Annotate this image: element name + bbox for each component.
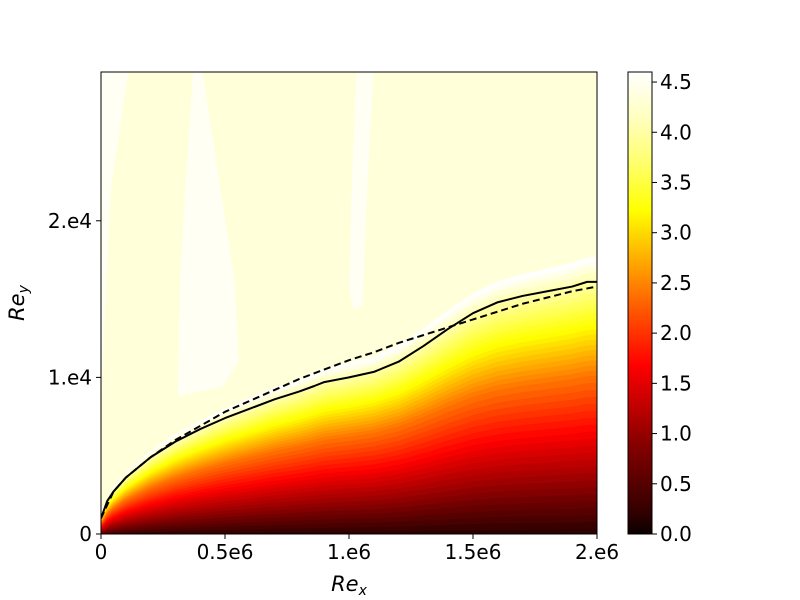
colorbar: 0.0 0.5 1.0 1.5 2.0 2.5 3.0 3.5 4.0 4.5 — [627, 70, 692, 546]
colorbar-gradient — [628, 72, 652, 534]
x-tick-label: 0.5e6 — [197, 540, 254, 564]
colorbar-tick-label: 1.5 — [660, 371, 692, 395]
dashed-line — [101, 285, 597, 519]
max-region-right — [349, 72, 374, 311]
x-tick-label: 1.e6 — [327, 540, 371, 564]
x-tick-label: 1.5e6 — [445, 540, 502, 564]
colorbar-tick-label: 3.5 — [660, 170, 692, 194]
colorbar-tick-label: 0.5 — [660, 472, 692, 496]
y-axis-label: Rey — [5, 284, 32, 321]
colorbar-tick-label: 1.0 — [660, 422, 692, 446]
y-tick-label: 1.e4 — [48, 365, 92, 389]
colorbar-tick-label: 0.0 — [660, 522, 692, 546]
y-tick-label: 2.e4 — [48, 209, 92, 233]
max-region-left — [101, 72, 129, 409]
colorbar-tick-label: 4.0 — [660, 120, 692, 144]
x-axis-label: Rex — [331, 572, 368, 599]
x-tick-label: 2.e6 — [575, 540, 619, 564]
max-region-mid — [177, 72, 239, 397]
colorbar-frame — [627, 71, 653, 535]
plot-area — [101, 72, 597, 534]
x-tick-label: 0 — [95, 540, 108, 564]
colorbar-tick-label: 4.5 — [660, 70, 692, 94]
colorbar-tick-label: 3.0 — [660, 221, 692, 245]
y-tick-label: 0 — [79, 522, 92, 546]
colorbar-tick-label: 2.0 — [660, 321, 692, 345]
colorbar-tick-label: 2.5 — [660, 271, 692, 295]
